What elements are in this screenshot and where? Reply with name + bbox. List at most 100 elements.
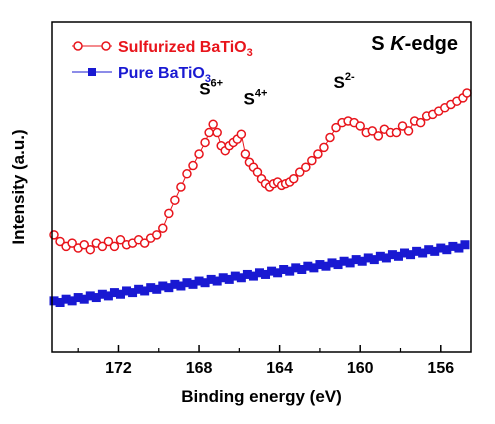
point-pure [400, 248, 410, 258]
point-pure [273, 268, 283, 278]
point-pure [285, 266, 295, 276]
point-sulfurized [139, 238, 150, 248]
point-pure [242, 269, 252, 279]
point-pure [91, 293, 101, 303]
point-sulfurized [288, 174, 299, 184]
point-pure [418, 248, 428, 258]
point-sulfurized [85, 244, 96, 255]
point-sulfurized [415, 117, 426, 128]
point-pure [454, 243, 464, 253]
panel-label-italic: K [390, 33, 406, 55]
point-pure [363, 253, 373, 263]
point-pure [182, 278, 192, 288]
legend-marker-sulfurized [73, 41, 83, 51]
point-pure [49, 296, 59, 306]
panel-label-prefix: S [371, 33, 390, 55]
point-pure [327, 258, 337, 268]
point-pure [67, 296, 77, 306]
panel-label: S K-edge [371, 33, 458, 55]
point-pure [412, 246, 422, 256]
legend-marker-sulfurized [101, 41, 111, 51]
point-pure [387, 250, 397, 260]
point-pure [158, 281, 168, 291]
point-pure [146, 283, 156, 293]
point-pure [224, 274, 234, 284]
point-pure [164, 283, 174, 293]
ticks-layer: 172 168 164 160 156 [77, 345, 454, 377]
point-sulfurized [170, 195, 180, 205]
point-pure [254, 268, 264, 278]
point-sulfurized [204, 127, 214, 138]
point-sulfurized [152, 230, 162, 240]
annotation-s6-base: S [199, 80, 210, 99]
point-pure [109, 288, 119, 298]
point-sulfurized [182, 169, 192, 179]
point-pure [194, 276, 204, 286]
annotation-s2: S2- [334, 71, 355, 92]
point-pure [460, 240, 470, 250]
point-pure [442, 245, 452, 255]
point-sulfurized [252, 167, 263, 177]
point-sulfurized [295, 167, 305, 177]
series-layer [49, 88, 472, 307]
point-pure [321, 261, 331, 271]
point-sulfurized [403, 126, 414, 136]
x-tick-label: 156 [427, 360, 454, 377]
point-sulfurized [462, 88, 472, 98]
point-sulfurized [109, 241, 120, 252]
point-sulfurized [397, 121, 408, 131]
point-pure [303, 261, 313, 271]
point-pure [73, 293, 83, 303]
legend-label-sulfurized-sub: 3 [247, 47, 253, 59]
point-pure [291, 263, 301, 273]
point-sulfurized [313, 149, 323, 159]
point-sulfurized [307, 155, 317, 166]
point-sulfurized [355, 121, 365, 131]
annotation-s4-base: S [244, 90, 255, 109]
point-sulfurized [67, 238, 77, 248]
annotation-s4-sup: 4+ [255, 88, 268, 100]
point-pure [375, 251, 385, 261]
legend-label-pure: Pure BaTiO3 [118, 65, 211, 85]
point-sulfurized [188, 160, 198, 171]
x-axis-label: Binding energy (eV) [181, 387, 342, 406]
legend-marker-pure [88, 68, 96, 76]
point-pure [406, 250, 416, 260]
point-sulfurized [194, 149, 204, 159]
point-sulfurized [115, 235, 126, 245]
point-pure [309, 263, 319, 273]
point-pure [206, 274, 216, 284]
point-pure [315, 260, 325, 270]
point-pure [351, 255, 361, 265]
point-sulfurized [212, 127, 222, 138]
annotation-s6-sup: 6+ [211, 78, 224, 90]
x-tick-label: 172 [105, 360, 132, 377]
legend: Sulfurized BaTiO3 Pure BaTiO3 [72, 39, 253, 85]
point-sulfurized [240, 149, 251, 159]
point-sulfurized [325, 132, 335, 143]
point-pure [79, 294, 89, 304]
panel-label-suffix: -edge [405, 33, 458, 55]
point-pure [267, 266, 277, 276]
point-pure [218, 273, 228, 283]
annotation-s6: S6+ [199, 78, 223, 99]
point-pure [436, 243, 446, 253]
point-pure [279, 265, 289, 274]
point-pure [152, 284, 162, 294]
point-pure [103, 291, 113, 301]
point-pure [128, 288, 138, 298]
plot-frame [51, 21, 472, 353]
point-sulfurized [301, 162, 311, 172]
point-sulfurized [373, 131, 384, 141]
annotation-s2-sup: 2- [345, 71, 355, 83]
point-pure [115, 289, 125, 299]
legend-label-pure-base: Pure BaTiO [118, 65, 205, 82]
point-sulfurized [176, 182, 186, 192]
point-pure [424, 245, 434, 255]
point-pure [248, 271, 258, 281]
point-sulfurized [200, 137, 210, 148]
point-pure [85, 291, 95, 301]
point-pure [122, 286, 132, 296]
point-pure [55, 298, 65, 307]
